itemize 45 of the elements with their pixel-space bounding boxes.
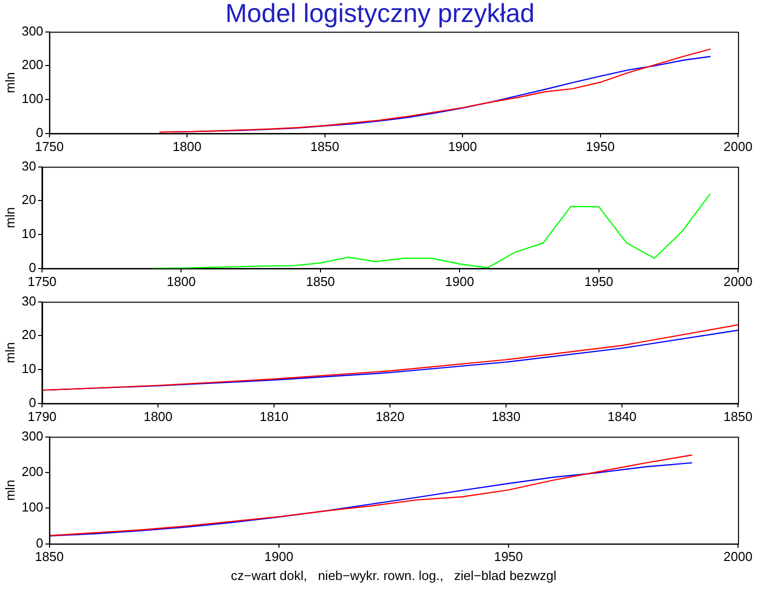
y-tick-label: 10 — [22, 226, 36, 242]
y-tick-label: 30 — [22, 293, 36, 308]
y-tick-label: 200 — [22, 464, 44, 480]
chart-title: Model logistyczny przykład — [224, 0, 536, 28]
x-tick-label: 1900 — [264, 549, 294, 564]
y-tick-label: 20 — [22, 192, 36, 208]
y-tick-label: 300 — [22, 23, 44, 38]
x-axis-title: cz−wart dokl, nieb−wykr. rown. log., ziel−blad bezwzgl — [230, 568, 557, 583]
x-tick-label: 1840 — [608, 408, 636, 424]
y-tick-label: 100 — [22, 500, 44, 515]
x-tick-label: 1850 — [310, 138, 340, 154]
y-tick-label: 20 — [22, 327, 36, 342]
x-tick-label: 1790 — [28, 408, 57, 424]
y-axis-title: mln — [2, 72, 18, 94]
x-tick-label: 1810 — [260, 408, 288, 424]
y-tick-label: 200 — [22, 57, 44, 72]
x-tick-label: 1950 — [586, 138, 615, 154]
x-tick-label: 1850 — [724, 408, 752, 424]
x-tick-label: 1750 — [34, 138, 64, 154]
x-tick-label: 1950 — [494, 549, 523, 564]
y-axis-title: mln — [2, 342, 18, 364]
y-tick-label: 0 — [28, 394, 36, 410]
y-tick-label: 10 — [22, 361, 36, 376]
y-tick-label: 30 — [22, 158, 36, 174]
x-tick-label: 1800 — [166, 274, 196, 289]
x-tick-label: 1750 — [28, 274, 57, 289]
y-tick-label: 0 — [36, 535, 44, 550]
x-tick-label: 1800 — [144, 408, 173, 424]
y-tick-label: 100 — [22, 91, 44, 106]
x-tick-label: 2000 — [724, 274, 752, 289]
x-tick-label: 1800 — [172, 138, 202, 154]
x-tick-label: 1900 — [445, 274, 474, 289]
y-axis-title: mln — [2, 207, 18, 228]
x-tick-label: 2000 — [724, 138, 752, 154]
x-tick-label: 1820 — [376, 408, 404, 424]
y-tick-label: 0 — [36, 124, 44, 140]
y-axis-title: mln — [2, 480, 18, 501]
x-tick-label: 1830 — [492, 408, 520, 424]
x-tick-label: 2000 — [724, 549, 752, 564]
x-tick-label: 1900 — [448, 138, 477, 154]
y-tick-label: 300 — [22, 428, 44, 444]
x-tick-label: 1850 — [34, 549, 64, 564]
x-tick-label: 1850 — [306, 274, 335, 289]
y-tick-label: 0 — [28, 260, 36, 275]
x-tick-label: 1950 — [584, 274, 614, 289]
